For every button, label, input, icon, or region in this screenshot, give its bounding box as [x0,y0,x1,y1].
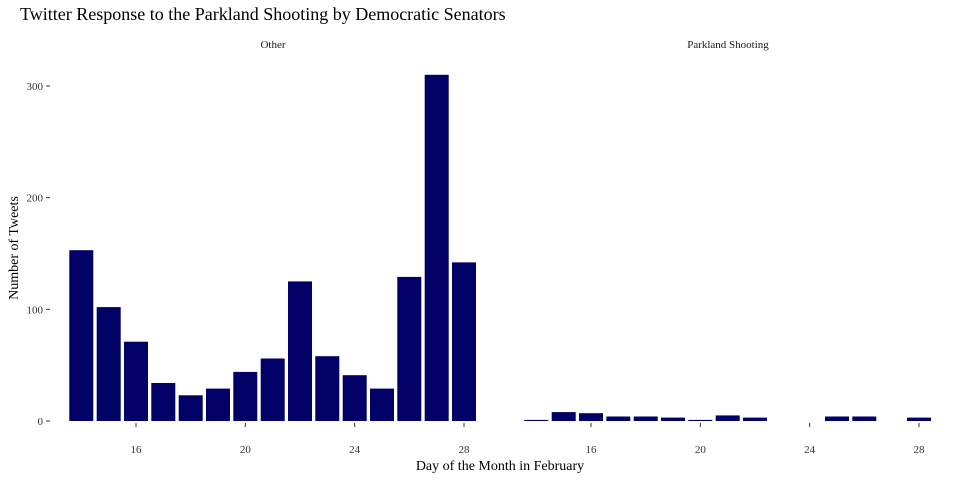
x-tick-label: 16 [131,444,143,456]
bar-day-24 [342,375,367,421]
y-tick-label: 100 [27,304,44,316]
bar-day-21 [715,415,740,421]
bar-day-26 [852,416,877,421]
bar-day-23 [315,356,340,421]
y-axis: 0 100 200 300 [27,81,50,428]
y-tick-label: 0 [38,416,44,428]
bar-day-15 [96,307,121,421]
bar-day-28 [907,417,931,421]
bar-day-20 [688,419,713,421]
bar-day-28 [452,262,476,421]
x-tick-label: 24 [804,444,816,456]
bar-day-19 [206,388,230,421]
bar-day-16 [124,341,148,421]
chart-title: Twitter Response to the Parkland Shootin… [20,4,506,24]
bar-day-16 [579,413,603,421]
facet-other: Other 16 20 24 28 [69,39,476,456]
bar-day-14 [69,250,94,421]
x-tick-label: 24 [349,444,361,456]
bar-day-22 [288,281,312,421]
bar-day-17 [151,383,176,421]
x-tick-label: 16 [586,444,598,456]
y-tick-label: 200 [27,193,44,205]
bar-day-17 [606,416,631,421]
bar-day-25 [370,388,394,421]
facet-parkland-shooting: Parkland Shooting 16 20 24 28 [524,39,931,456]
y-axis-label: Number of Tweets [7,196,22,300]
x-tick-label: 28 [459,444,471,456]
facet-strip-label: Other [260,39,285,51]
bar-day-20 [233,371,258,421]
bar-day-22 [743,417,767,421]
bar-day-19 [661,417,685,421]
bar-day-27 [424,74,449,422]
bar-day-21 [260,358,285,421]
bar-day-25 [825,416,849,421]
x-tick-label: 28 [914,444,926,456]
x-tick-label: 20 [695,444,707,456]
bar-day-18 [633,416,658,421]
bar-day-14 [524,419,549,421]
bar-day-18 [178,395,203,421]
bar-day-15 [551,412,576,421]
x-axis-label: Day of the Month in February [416,459,584,474]
x-tick-label: 20 [240,444,252,456]
facet-strip-label: Parkland Shooting [687,39,769,51]
bar-day-26 [397,276,422,421]
y-tick-label: 300 [27,81,44,93]
